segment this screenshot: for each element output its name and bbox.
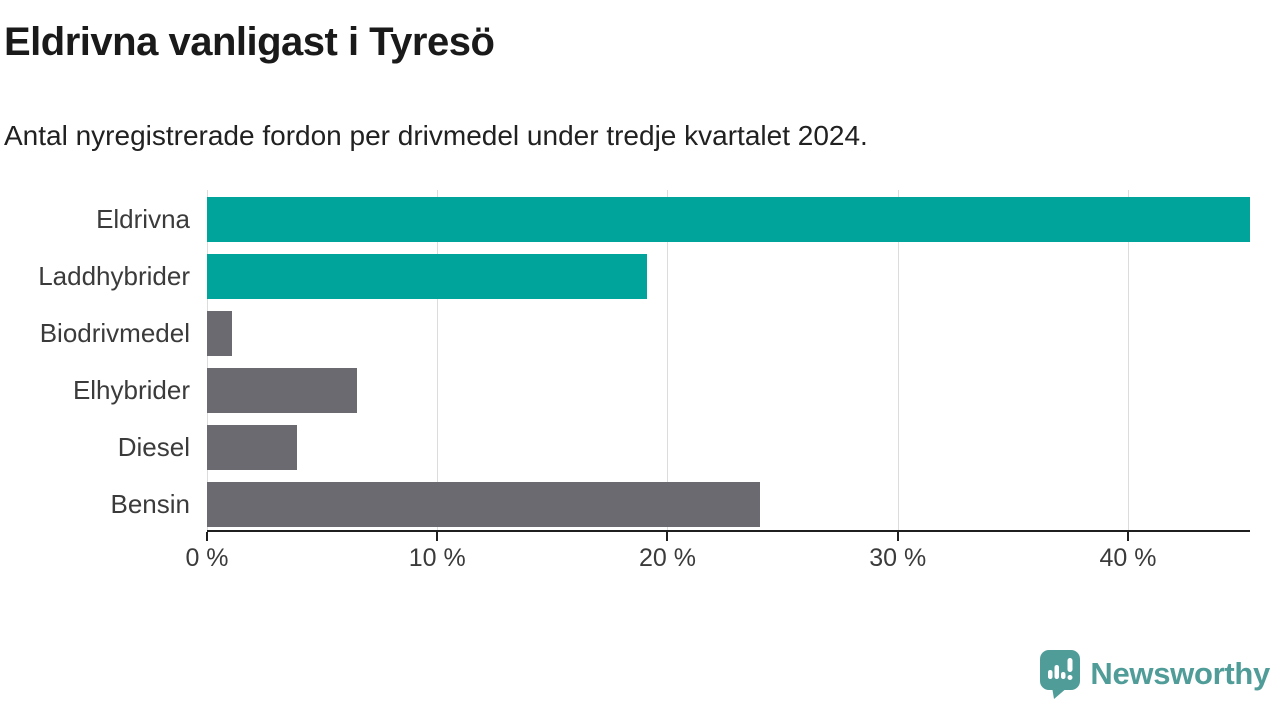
tick-label-30: 30 %: [869, 544, 927, 572]
tick-10: [436, 532, 439, 541]
plot-area: 0 % 10 % 20 % 30 % 40 %: [185, 190, 1250, 572]
tick-30: [896, 532, 899, 541]
bar-elhybrider: [207, 368, 357, 413]
category-label-biodrivmedel: Biodrivmedel: [39, 318, 190, 348]
category-label-elhybrider: Elhybrider: [72, 375, 190, 405]
chart-title: Eldrivna vanligast i Tyresö: [4, 20, 495, 64]
bar-laddhybrider: [207, 254, 647, 299]
gridline-30: [897, 190, 899, 530]
bar-diesel: [207, 425, 297, 470]
bar-bensin: [207, 482, 760, 527]
newsworthy-speech-bubble-chart-icon: [1040, 650, 1081, 699]
gridline-20: [667, 190, 669, 530]
x-axis-line: [207, 530, 1250, 532]
tick-0: [206, 532, 208, 541]
chart-subtitle: Antal nyregistrerade fordon per drivmede…: [4, 120, 868, 151]
bar-biodrivmedel: [207, 311, 233, 356]
newsworthy-logo: Newsworthy: [1039, 648, 1270, 700]
tick-label-20: 20 %: [638, 544, 696, 572]
gridline-0: [207, 190, 208, 530]
category-label-eldrivna: Eldrivna: [96, 204, 190, 234]
newsworthy-wordmark: Newsworthy: [1090, 656, 1270, 691]
bar-eldrivna: [207, 197, 1250, 242]
bar-chart: Eldrivna Laddhybrider Biodrivmedel Elhybrid…: [0, 190, 1250, 572]
gridline-40: [1127, 190, 1129, 530]
tick-label-40: 40 %: [1099, 544, 1157, 572]
tick-40: [1126, 532, 1129, 541]
tick-label-0: 0 %: [185, 544, 229, 572]
gridline-10: [437, 190, 439, 530]
category-axis-labels: Eldrivna Laddhybrider Biodrivmedel Elhybrid…: [0, 190, 190, 532]
category-label-bensin: Bensin: [110, 489, 191, 519]
tick-20: [666, 532, 669, 541]
category-label-diesel: Diesel: [117, 432, 190, 462]
tick-label-10: 10 %: [408, 544, 466, 572]
category-label-laddhybrider: Laddhybrider: [38, 261, 190, 291]
